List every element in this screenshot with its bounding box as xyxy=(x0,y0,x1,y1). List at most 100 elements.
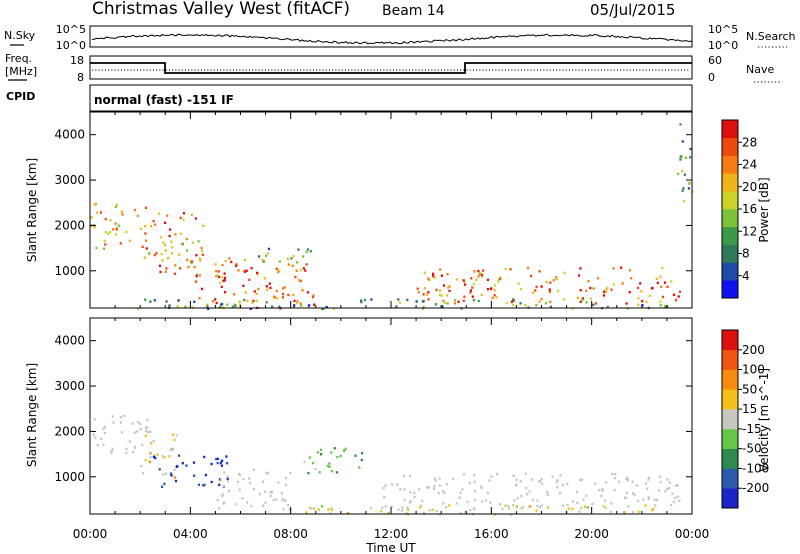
power-cell xyxy=(679,290,682,293)
velocity-cell xyxy=(242,477,245,481)
x-tick-label: 12:00 xyxy=(374,527,409,541)
velocity-cell xyxy=(136,430,139,433)
velocity-cell xyxy=(418,506,422,509)
velocity-colorbar-segment xyxy=(722,468,738,489)
velocity-cell xyxy=(141,472,145,475)
velocity-cell xyxy=(632,492,635,495)
velocity-cell xyxy=(331,470,334,473)
power-cell xyxy=(659,304,662,307)
velocity-ytick-label: 1000 xyxy=(54,470,85,484)
velocity-cell xyxy=(227,490,230,493)
power-cell xyxy=(610,288,613,291)
power-cell xyxy=(297,248,300,251)
noise-trace xyxy=(91,33,693,45)
velocity-cell xyxy=(647,497,650,500)
velocity-cell xyxy=(133,431,136,434)
velocity-cell xyxy=(216,457,219,461)
velocity-cell xyxy=(484,499,488,502)
velocity-cell xyxy=(496,472,499,476)
power-cell xyxy=(115,203,118,207)
velocity-cell xyxy=(271,490,274,493)
power-cell xyxy=(160,252,163,256)
velocity-cell xyxy=(384,484,387,487)
velocity-cell xyxy=(540,478,543,481)
power-cell xyxy=(427,298,430,301)
freq-trace xyxy=(90,62,692,74)
power-cell xyxy=(299,279,302,283)
power-cell xyxy=(325,306,328,309)
velocity-cell xyxy=(281,499,284,502)
power-cell xyxy=(677,172,680,176)
velocity-cell xyxy=(403,474,406,478)
power-cell xyxy=(199,259,202,262)
velocity-cell xyxy=(525,487,528,490)
power-cell xyxy=(171,246,174,249)
power-ytick-label: 2000 xyxy=(54,218,85,232)
power-cell xyxy=(267,247,271,251)
velocity-cell xyxy=(102,427,105,430)
x-tick-label: 00:00 xyxy=(675,527,710,541)
power-feature-3 xyxy=(258,247,312,264)
power-cell xyxy=(220,303,223,306)
power-cell xyxy=(594,302,598,305)
power-cell xyxy=(304,269,307,272)
power-cell xyxy=(587,280,590,283)
velocity-cell xyxy=(170,447,173,451)
power-cell xyxy=(689,156,692,159)
velocity-cell xyxy=(647,478,650,481)
power-cell xyxy=(164,249,167,252)
velocity-cell xyxy=(580,506,583,510)
power-cell xyxy=(495,296,498,299)
velocity-cell xyxy=(149,430,152,433)
power-cell xyxy=(545,280,548,284)
power-cell xyxy=(271,305,274,308)
velocity-feature-5 xyxy=(381,472,681,511)
freq-tick-bottom: 8 xyxy=(77,71,84,84)
velocity-cell xyxy=(516,497,519,500)
velocity-cell xyxy=(250,504,253,508)
velocity-cell xyxy=(316,451,320,454)
noise-left-label: N.Sky xyxy=(4,29,36,42)
velocity-cell xyxy=(162,473,165,476)
power-cell xyxy=(637,303,640,307)
power-cell xyxy=(212,300,215,303)
velocity-cell xyxy=(501,507,504,511)
date-label: 05/Jul/2015 xyxy=(590,1,675,19)
power-cell xyxy=(278,305,281,308)
power-cell xyxy=(293,299,296,303)
power-cell xyxy=(275,267,278,270)
power-cell xyxy=(332,307,335,310)
velocity-cell xyxy=(672,500,675,504)
velocity-cell xyxy=(625,477,628,481)
velocity-ytick-label: 3000 xyxy=(54,379,85,393)
velocity-cell xyxy=(546,493,549,496)
velocity-cell xyxy=(397,508,400,511)
velocity-cell xyxy=(222,502,225,505)
velocity-cell xyxy=(210,462,213,466)
velocity-cell xyxy=(382,487,385,490)
power-cell xyxy=(363,298,366,302)
velocity-cell xyxy=(600,494,603,498)
power-cell xyxy=(486,288,490,291)
velocity-cell xyxy=(93,418,96,421)
power-cell xyxy=(173,272,176,275)
power-cell xyxy=(168,304,171,307)
power-cell xyxy=(681,189,684,193)
power-cell xyxy=(548,288,551,291)
power-colorbar-tick: 20 xyxy=(742,180,757,194)
power-cell xyxy=(95,211,98,214)
velocity-cell xyxy=(473,499,476,502)
velocity-cell xyxy=(591,502,594,506)
power-cell xyxy=(174,233,177,236)
power-cell xyxy=(321,307,324,311)
power-ylabel: Slant Range [km] xyxy=(25,158,39,262)
power-cell xyxy=(448,289,451,293)
power-cell xyxy=(266,252,269,255)
velocity-cell xyxy=(561,483,564,487)
power-cell xyxy=(444,301,447,304)
power-cell xyxy=(217,270,220,273)
power-cell xyxy=(302,267,305,270)
velocity-cell xyxy=(339,454,342,458)
velocity-cell xyxy=(139,427,142,431)
power-cell xyxy=(453,302,457,305)
